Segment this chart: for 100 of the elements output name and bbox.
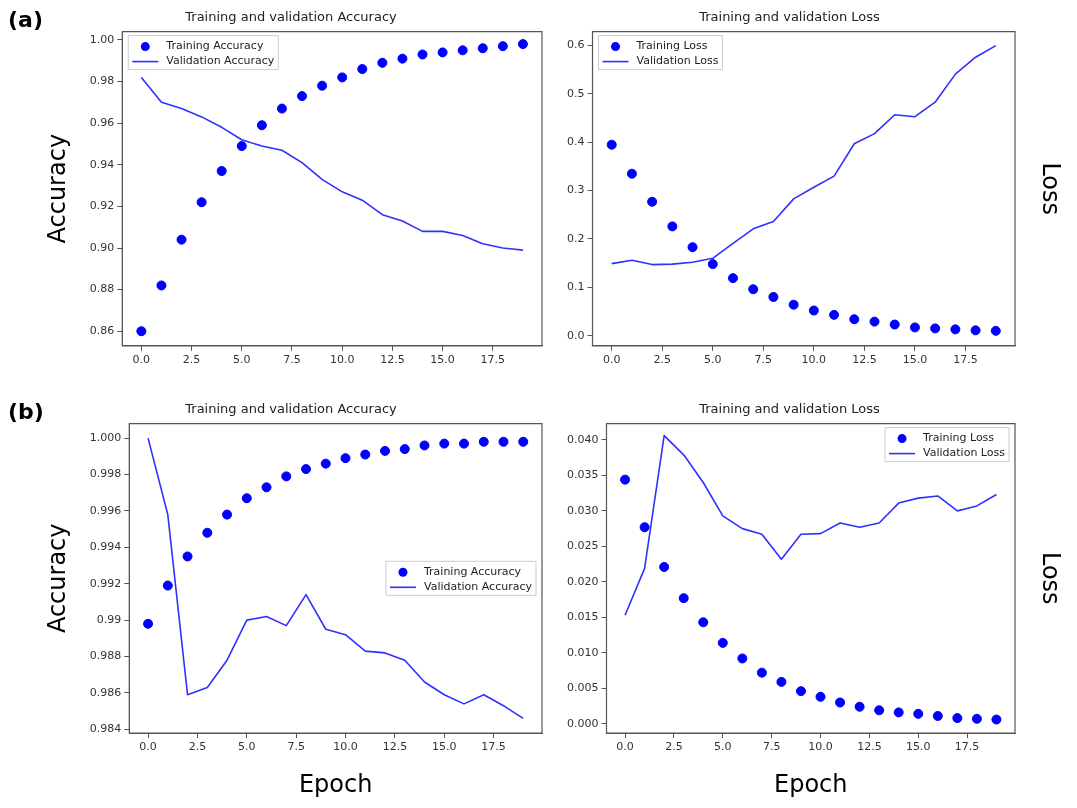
legend-label: Validation Accuracy [166,54,275,68]
point [202,527,213,538]
y-tick-label: 0.88 [89,282,115,296]
x-tick-label: 0.0 [616,740,634,754]
legend-label: Validation Loss [636,54,719,68]
point [397,53,408,64]
point [222,509,233,520]
point [835,697,846,708]
x-tick-label: 10.0 [333,740,358,754]
point [419,440,430,451]
y-tick-label: 0.015 [566,610,599,624]
x-tick-label: 10.0 [329,353,355,367]
point [874,705,885,716]
y-tick-label: 0.025 [566,539,599,553]
point [932,710,943,721]
point [913,708,924,719]
point [281,471,292,482]
x-tick-label: 10.0 [808,740,833,754]
x-tick-label: 2.5 [188,740,207,754]
point [182,551,193,562]
point [457,45,468,56]
point [776,676,787,687]
point [360,449,371,460]
x-tick-label: 5.0 [238,740,256,754]
point [889,319,900,330]
point [829,309,840,320]
point [707,259,718,270]
point [930,323,941,334]
y-tick-label: 0.992 [89,576,122,590]
chart-title: Training and validation Accuracy [184,9,398,25]
x-tick-label: 12.5 [857,740,882,754]
text: (b) [8,398,44,424]
y-axis-title: Accuracy [42,523,71,634]
point [698,617,709,628]
point [909,322,920,333]
x-tick-label: 17.5 [954,740,980,754]
x-tick-label: 15.0 [430,353,455,367]
point [437,47,448,58]
x-tick-label: 2.5 [182,353,201,367]
point [756,667,767,678]
y-tick-label: 0.3 [566,183,585,197]
y-tick-label: 0.4 [566,135,585,149]
x-tick-label: 5.0 [714,740,732,754]
y-tick-label: 0.99 [96,613,122,627]
point [143,618,154,629]
point [261,482,272,493]
point [162,580,173,591]
point [478,436,489,447]
chart-title: Training and validation Loss [698,9,881,25]
x-tick-label: 12.5 [852,353,877,367]
x-tick-label: 2.5 [665,740,683,754]
point [320,458,331,469]
x-tick-label: 10.0 [801,353,827,367]
point [337,72,348,83]
x-tick-label: 17.5 [953,353,978,367]
y-tick-label: 0.994 [89,540,122,554]
point [380,445,391,456]
point [417,49,428,60]
point [737,653,748,664]
x-tick-label: 7.5 [287,740,305,754]
chart-title: Training and validation Loss [698,401,881,417]
legend-label: Training Accuracy [165,39,264,53]
y-tick-label: 0.98 [89,74,115,88]
y-axis-title: Accuracy [42,133,71,244]
point [788,299,799,310]
point [659,561,670,572]
point [459,438,469,449]
y-tick-label: 0.986 [89,685,122,699]
point [498,436,509,447]
y-tick-label: 0.90 [89,240,115,254]
point [236,141,247,152]
point [795,686,806,697]
x-tick-label: 0.0 [139,740,157,754]
point [518,436,529,447]
x-tick-label: 2.5 [653,353,671,367]
x-tick-label: 15.0 [902,353,928,367]
y-tick-label: 0.0 [566,328,585,342]
point [297,91,308,102]
y-tick-label: 0.030 [566,503,599,517]
point [477,43,488,54]
y-tick-label: 0.5 [566,86,585,100]
x-tick-label: 0.0 [132,353,151,367]
x-tick-label: 15.0 [432,740,457,754]
point [849,314,860,325]
point [301,464,312,475]
point [241,493,252,504]
point [399,444,410,455]
point [678,593,689,604]
point [768,291,779,302]
point [970,325,981,336]
y-tick-label: 0.988 [89,649,122,663]
point [869,316,880,327]
legend-label: Validation Accuracy [423,580,533,594]
point [377,57,388,68]
point [196,197,207,208]
point [639,522,650,533]
y-tick-label: 0.96 [89,116,115,130]
point [748,284,759,295]
legend-label: Training Accuracy [422,565,522,579]
point [854,701,865,712]
